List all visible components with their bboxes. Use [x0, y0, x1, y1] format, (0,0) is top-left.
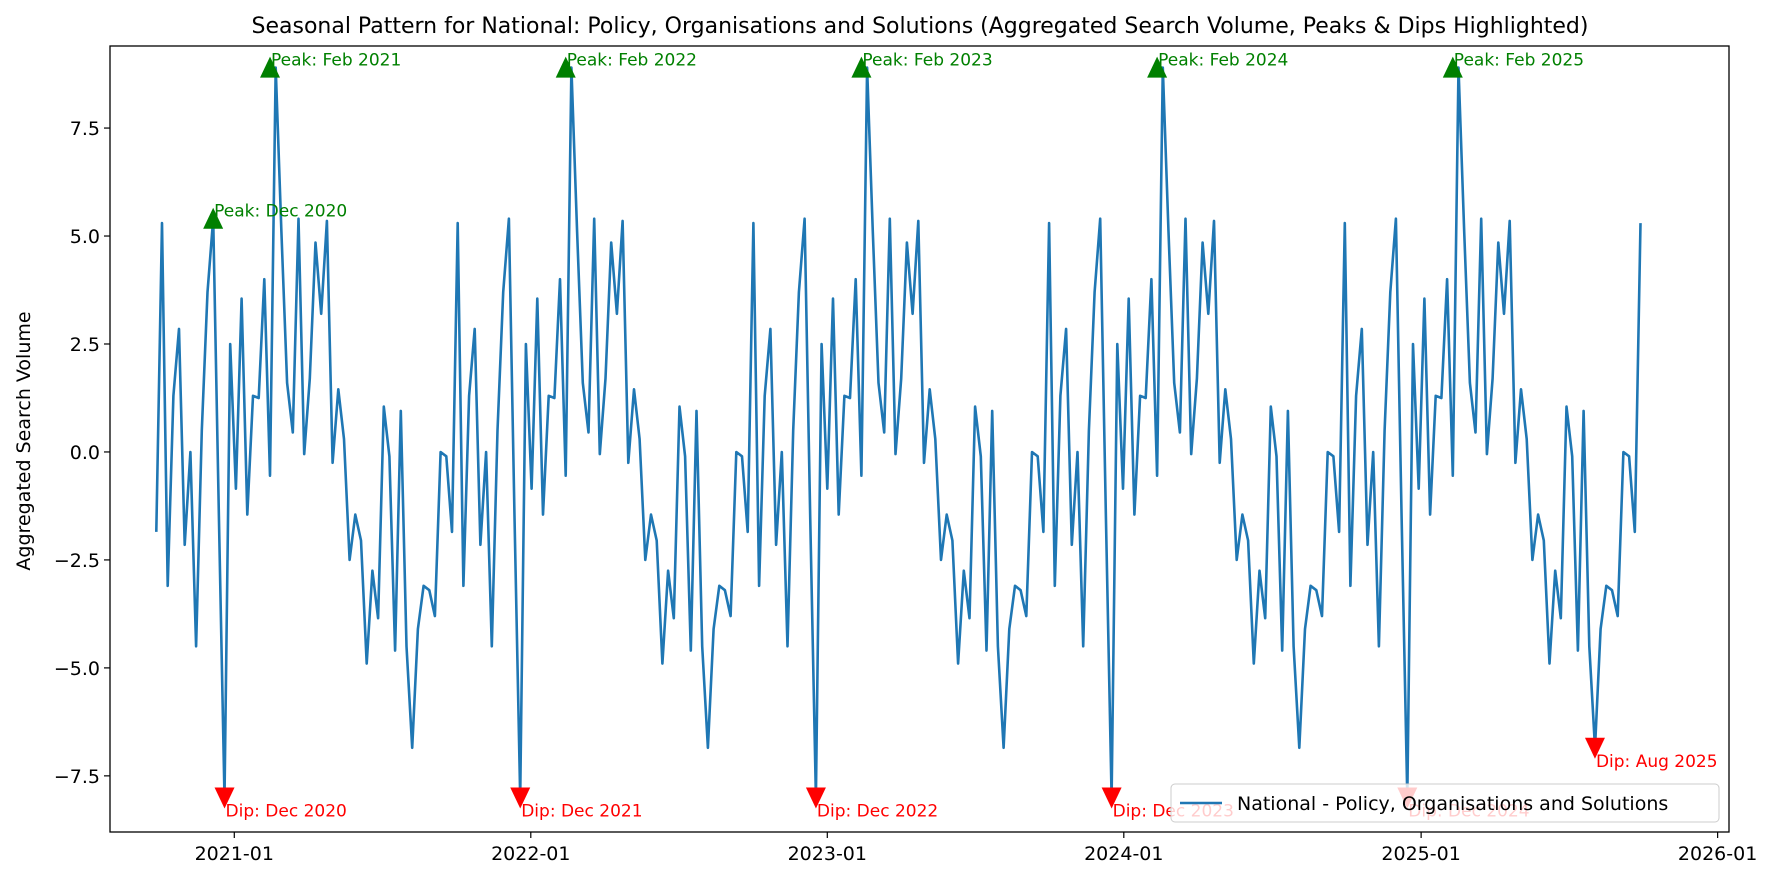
peak-label: Peak: Feb 2025: [1454, 51, 1584, 71]
y-tick-label: 7.5: [70, 118, 100, 140]
dip-marker: [510, 787, 531, 809]
dip-marker: [214, 787, 235, 809]
dip-marker: [805, 787, 826, 809]
peak-marker: [1442, 56, 1463, 78]
peak-marker: [851, 56, 872, 78]
peak-marker: [203, 207, 224, 229]
y-tick-label: −5.0: [54, 658, 100, 680]
x-tick-label: 2021-01: [195, 843, 274, 865]
legend: National - Policy, Organisations and Sol…: [1170, 783, 1720, 823]
peak-label: Peak: Feb 2024: [1158, 51, 1288, 71]
dip-marker: [1584, 737, 1605, 759]
x-tick-label: 2024-01: [1084, 843, 1163, 865]
dip-label: Dip: Dec 2021: [521, 801, 642, 821]
y-axis-label: Aggregated Search Volume: [13, 311, 35, 570]
axes-frame: [109, 45, 1730, 833]
y-tick-label: 5.0: [70, 226, 100, 248]
y-tick-label: 2.5: [70, 334, 100, 356]
legend-label: National - Policy, Organisations and Sol…: [1237, 793, 1668, 815]
dip-label: Dip: Dec 2020: [226, 801, 347, 821]
chart-title: Seasonal Pattern for National: Policy, O…: [252, 14, 1589, 39]
series-line: [155, 66, 1642, 799]
dip-marker: [1101, 787, 1122, 809]
peak-label: Peak: Dec 2020: [214, 202, 347, 222]
peak-marker: [260, 56, 281, 78]
y-tick-label: −7.5: [54, 766, 100, 788]
plot-area: Peak: Dec 2020 Peak: Feb 2021 Peak: Feb 20…: [54, 45, 1757, 865]
x-tick-label: 2026-01: [1678, 843, 1757, 865]
dip-label: Dip: Dec 2022: [817, 801, 938, 821]
peak-marker: [555, 56, 576, 78]
peak-marker: [1147, 56, 1168, 78]
x-tick-label: 2023-01: [788, 843, 867, 865]
x-tick-label: 2022-01: [491, 843, 570, 865]
peak-label: Peak: Feb 2021: [271, 51, 401, 71]
x-tick-label: 2025-01: [1381, 843, 1460, 865]
dip-label: Dip: Aug 2025: [1596, 752, 1718, 772]
legend-box: [1170, 783, 1720, 823]
y-tick-label: 0.0: [70, 442, 100, 464]
peak-label: Peak: Feb 2023: [862, 51, 992, 71]
y-tick-label: −2.5: [54, 550, 100, 572]
peak-label: Peak: Feb 2022: [567, 51, 697, 71]
